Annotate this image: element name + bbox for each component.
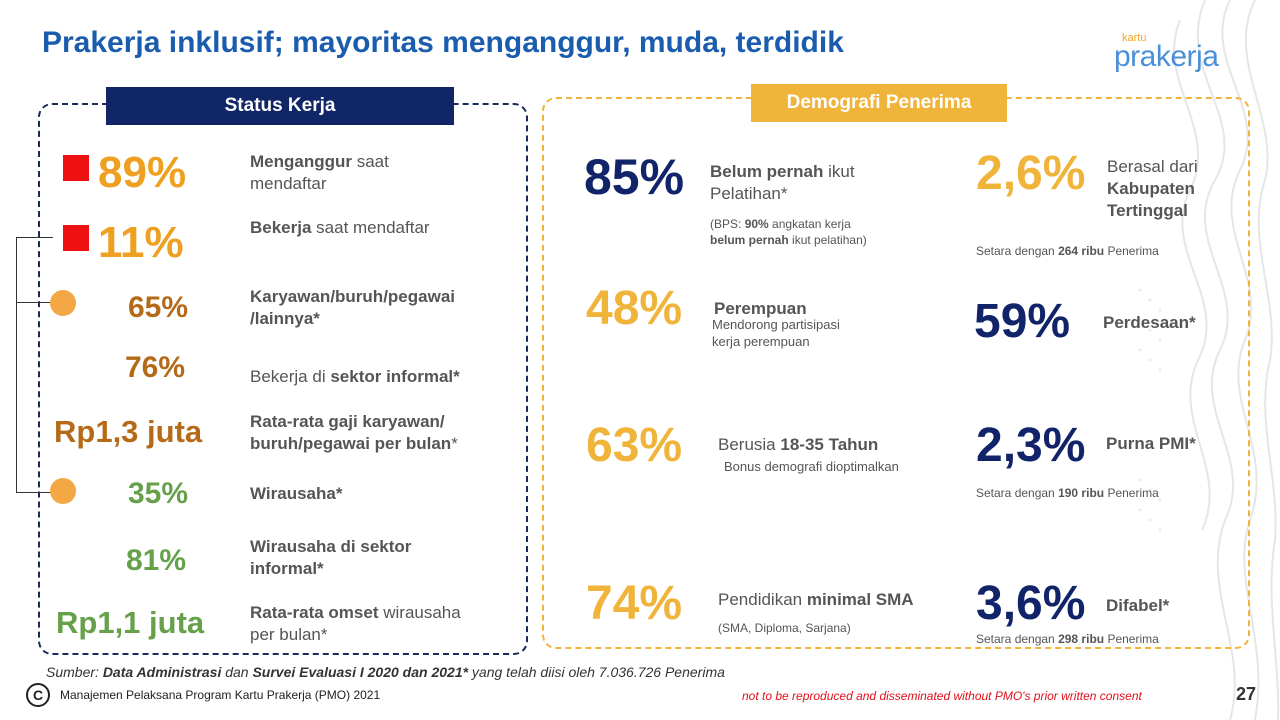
stat-value: 81% xyxy=(126,544,187,577)
stat-description: Difabel* xyxy=(1106,596,1170,615)
page-number: 27 xyxy=(1236,684,1257,704)
stat-note: Setara dengan 264 ribu Penerima xyxy=(976,244,1159,258)
logo-small-text: kartu xyxy=(1122,32,1147,44)
stat-subnote: Mendorong partisipasi kerja perempuan xyxy=(712,317,840,349)
kartu-prakerja-logo: kartu prakerja xyxy=(1114,32,1250,78)
stat-value: 3,6% xyxy=(976,577,1086,630)
stat-description: Bekerja saat mendaftar xyxy=(250,218,430,237)
orange-circle-marker xyxy=(50,290,76,316)
red-square-marker xyxy=(63,225,89,251)
red-square-marker xyxy=(63,155,89,181)
stat-description: Menganggur saat mendaftar xyxy=(250,152,389,193)
stat-value: 63% xyxy=(586,419,683,472)
stat-description: Rata-rata gaji karyawan/ buruh/pegawai p… xyxy=(250,412,458,453)
stat-value: 35% xyxy=(128,477,189,510)
bracket-tick xyxy=(16,302,52,303)
stat-value: 65% xyxy=(128,291,189,324)
stat-value: 76% xyxy=(125,351,186,384)
stat-value: 74% xyxy=(586,577,683,630)
stat-description: Berusia 18-35 Tahun xyxy=(718,435,879,454)
stat-subnote: (SMA, Diploma, Sarjana) xyxy=(718,621,851,635)
stat-description: Perdesaan* xyxy=(1103,313,1196,332)
stat-description: Rata-rata omset wirausaha per bulan* xyxy=(250,603,461,644)
stat-value: 2,3% xyxy=(976,419,1086,472)
page-title: Prakerja inklusif; mayoritas menganggur,… xyxy=(42,26,844,59)
stat-description: Wirausaha* xyxy=(250,484,343,503)
status-kerja-header: Status Kerja xyxy=(106,87,454,125)
stat-description: Belum pernah ikut Pelatihan* xyxy=(710,162,855,203)
stat-description: Purna PMI* xyxy=(1106,434,1196,453)
stat-description: Pendidikan minimal SMA xyxy=(718,590,914,609)
stat-description: Berasal dari Kabupaten Tertinggal xyxy=(1107,157,1198,220)
decorative-contour-lines xyxy=(1138,0,1280,720)
stat-value: 2,6% xyxy=(976,147,1086,200)
stat-value: 11% xyxy=(98,218,184,267)
stat-note: Setara dengan 190 ribu Penerima xyxy=(976,486,1159,500)
stat-note: (BPS: 90% angkatan kerja belum pernah ik… xyxy=(710,217,867,247)
demografi-header: Demografi Penerima xyxy=(751,84,1007,122)
stat-value: 89% xyxy=(98,148,187,197)
source-note: Sumber: Data Administrasi dan Survei Eva… xyxy=(46,664,725,680)
stat-note: Setara dengan 298 ribu Penerima xyxy=(976,632,1159,646)
copyright-text: Manajemen Pelaksana Program Kartu Praker… xyxy=(60,688,381,702)
stat-value: 59% xyxy=(974,295,1071,348)
bracket-connector xyxy=(16,237,53,493)
stat-description: Perempuan xyxy=(714,299,807,318)
stat-value: Rp1,3 juta xyxy=(54,414,203,449)
copyright-icon: C xyxy=(26,683,50,707)
stat-value: Rp1,1 juta xyxy=(56,605,205,640)
stat-value: 85% xyxy=(584,149,685,205)
stat-description: Karyawan/buruh/pegawai /lainnya* xyxy=(250,287,455,328)
stat-subnote: Bonus demografi dioptimalkan xyxy=(724,459,899,474)
stat-description: Wirausaha di sektor informal* xyxy=(250,537,412,578)
logo-main-text: prakerja xyxy=(1114,40,1219,73)
orange-circle-marker xyxy=(50,478,76,504)
stat-value: 48% xyxy=(586,282,683,335)
stat-description: Bekerja di sektor informal* xyxy=(250,367,460,386)
consent-notice: not to be reproduced and disseminated wi… xyxy=(742,689,1142,703)
